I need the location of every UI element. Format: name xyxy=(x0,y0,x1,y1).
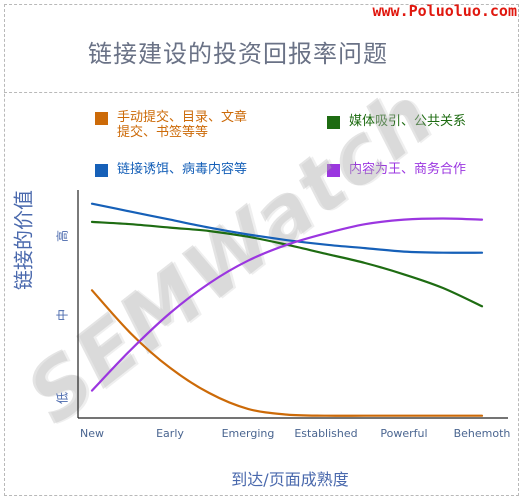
y-level-low: 低 xyxy=(55,391,70,405)
x-tick-label-powerful: Powerful xyxy=(380,427,427,440)
series-line-blue xyxy=(90,202,484,254)
series-line-orange xyxy=(90,289,484,417)
legend-item-media-pr: 媒体吸引、公共关系 xyxy=(327,114,466,129)
legend-label-link-bait: 链接诱饵、病毒内容等 xyxy=(117,162,248,177)
legend-swatch-green xyxy=(327,116,340,129)
x-tick-label-early: Early xyxy=(156,427,184,440)
chart-title: 链接建设的投资回报率问题 xyxy=(88,40,388,68)
series-line-green xyxy=(90,220,484,308)
title-divider xyxy=(4,92,519,93)
legend-item-manual-submission: 手动提交、目录、文章 提交、书签等等 xyxy=(95,110,247,140)
x-tick-label-emerging: Emerging xyxy=(222,427,275,440)
x-axis-label: 到达/页面成熟度 xyxy=(231,470,349,489)
legend-label-media-pr: 媒体吸引、公共关系 xyxy=(349,114,467,129)
legend-swatch-blue xyxy=(95,164,108,177)
legend-label-manual-submission: 手动提交、目录、文章 提交、书签等等 xyxy=(117,110,248,140)
y-level-mid: 中 xyxy=(55,308,70,322)
legend-item-link-bait: 链接诱饵、病毒内容等 xyxy=(95,162,247,177)
x-tick-label-established: Established xyxy=(294,427,357,440)
y-level-high: 高 xyxy=(55,229,70,243)
x-tick-label-behemoth: Behemoth xyxy=(454,427,511,440)
x-tick-label-new: New xyxy=(80,427,104,440)
legend-label-content-king: 内容为王、商务合作 xyxy=(349,162,467,177)
series-line-purple xyxy=(90,217,484,392)
site-url: www.Poluoluo.com xyxy=(372,2,518,20)
chart-frame xyxy=(4,4,519,496)
legend-swatch-orange xyxy=(95,112,108,125)
y-axis-label: 链接的价值 xyxy=(11,190,36,290)
legend-swatch-purple xyxy=(327,164,340,177)
legend-item-content-king: 内容为王、商务合作 xyxy=(327,162,466,177)
